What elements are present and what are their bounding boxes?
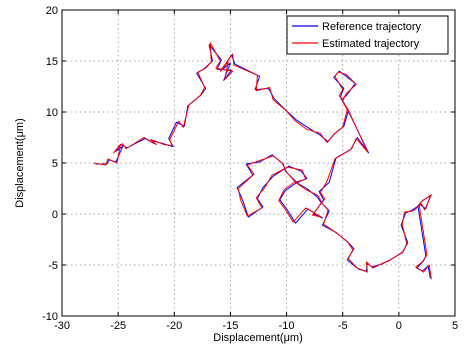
x-tick-label: 5 <box>452 320 458 332</box>
y-axis-label: Displacement(μm) <box>14 118 26 207</box>
x-tick-label: -30 <box>54 320 70 332</box>
x-tick-label: -5 <box>338 320 348 332</box>
y-tick-label: 5 <box>52 158 58 170</box>
y-tick-labels: -10 -5 0 5 10 15 20 <box>42 5 58 323</box>
series-line-estimated <box>93 42 432 280</box>
plot-area <box>61 9 456 317</box>
series-layer <box>93 42 432 280</box>
y-tick-label: 20 <box>46 5 58 17</box>
y-tick-label: -10 <box>42 311 58 323</box>
x-tick-label: -25 <box>110 320 126 332</box>
legend-label-estimated: Estimated trajectory <box>322 38 420 50</box>
plot-frame <box>61 9 456 317</box>
legend-box <box>286 15 449 55</box>
x-tick-label: -15 <box>222 320 238 332</box>
legend: Reference trajectory Estimated trajector… <box>286 15 449 55</box>
y-tick-label: 0 <box>52 209 58 221</box>
x-tick-label: -10 <box>279 320 295 332</box>
y-tick-label: -5 <box>48 260 58 272</box>
x-tick-labels: -30 -25 -20 -15 -10 -5 0 5 <box>54 320 458 332</box>
x-tick-label: 0 <box>396 320 402 332</box>
x-axis-label: Displacement(μm) <box>213 332 302 344</box>
legend-label-reference: Reference trajectory <box>322 21 422 33</box>
y-tick-label: 15 <box>46 56 58 68</box>
y-tick-label: 10 <box>46 107 58 119</box>
x-tick-label: -20 <box>166 320 182 332</box>
